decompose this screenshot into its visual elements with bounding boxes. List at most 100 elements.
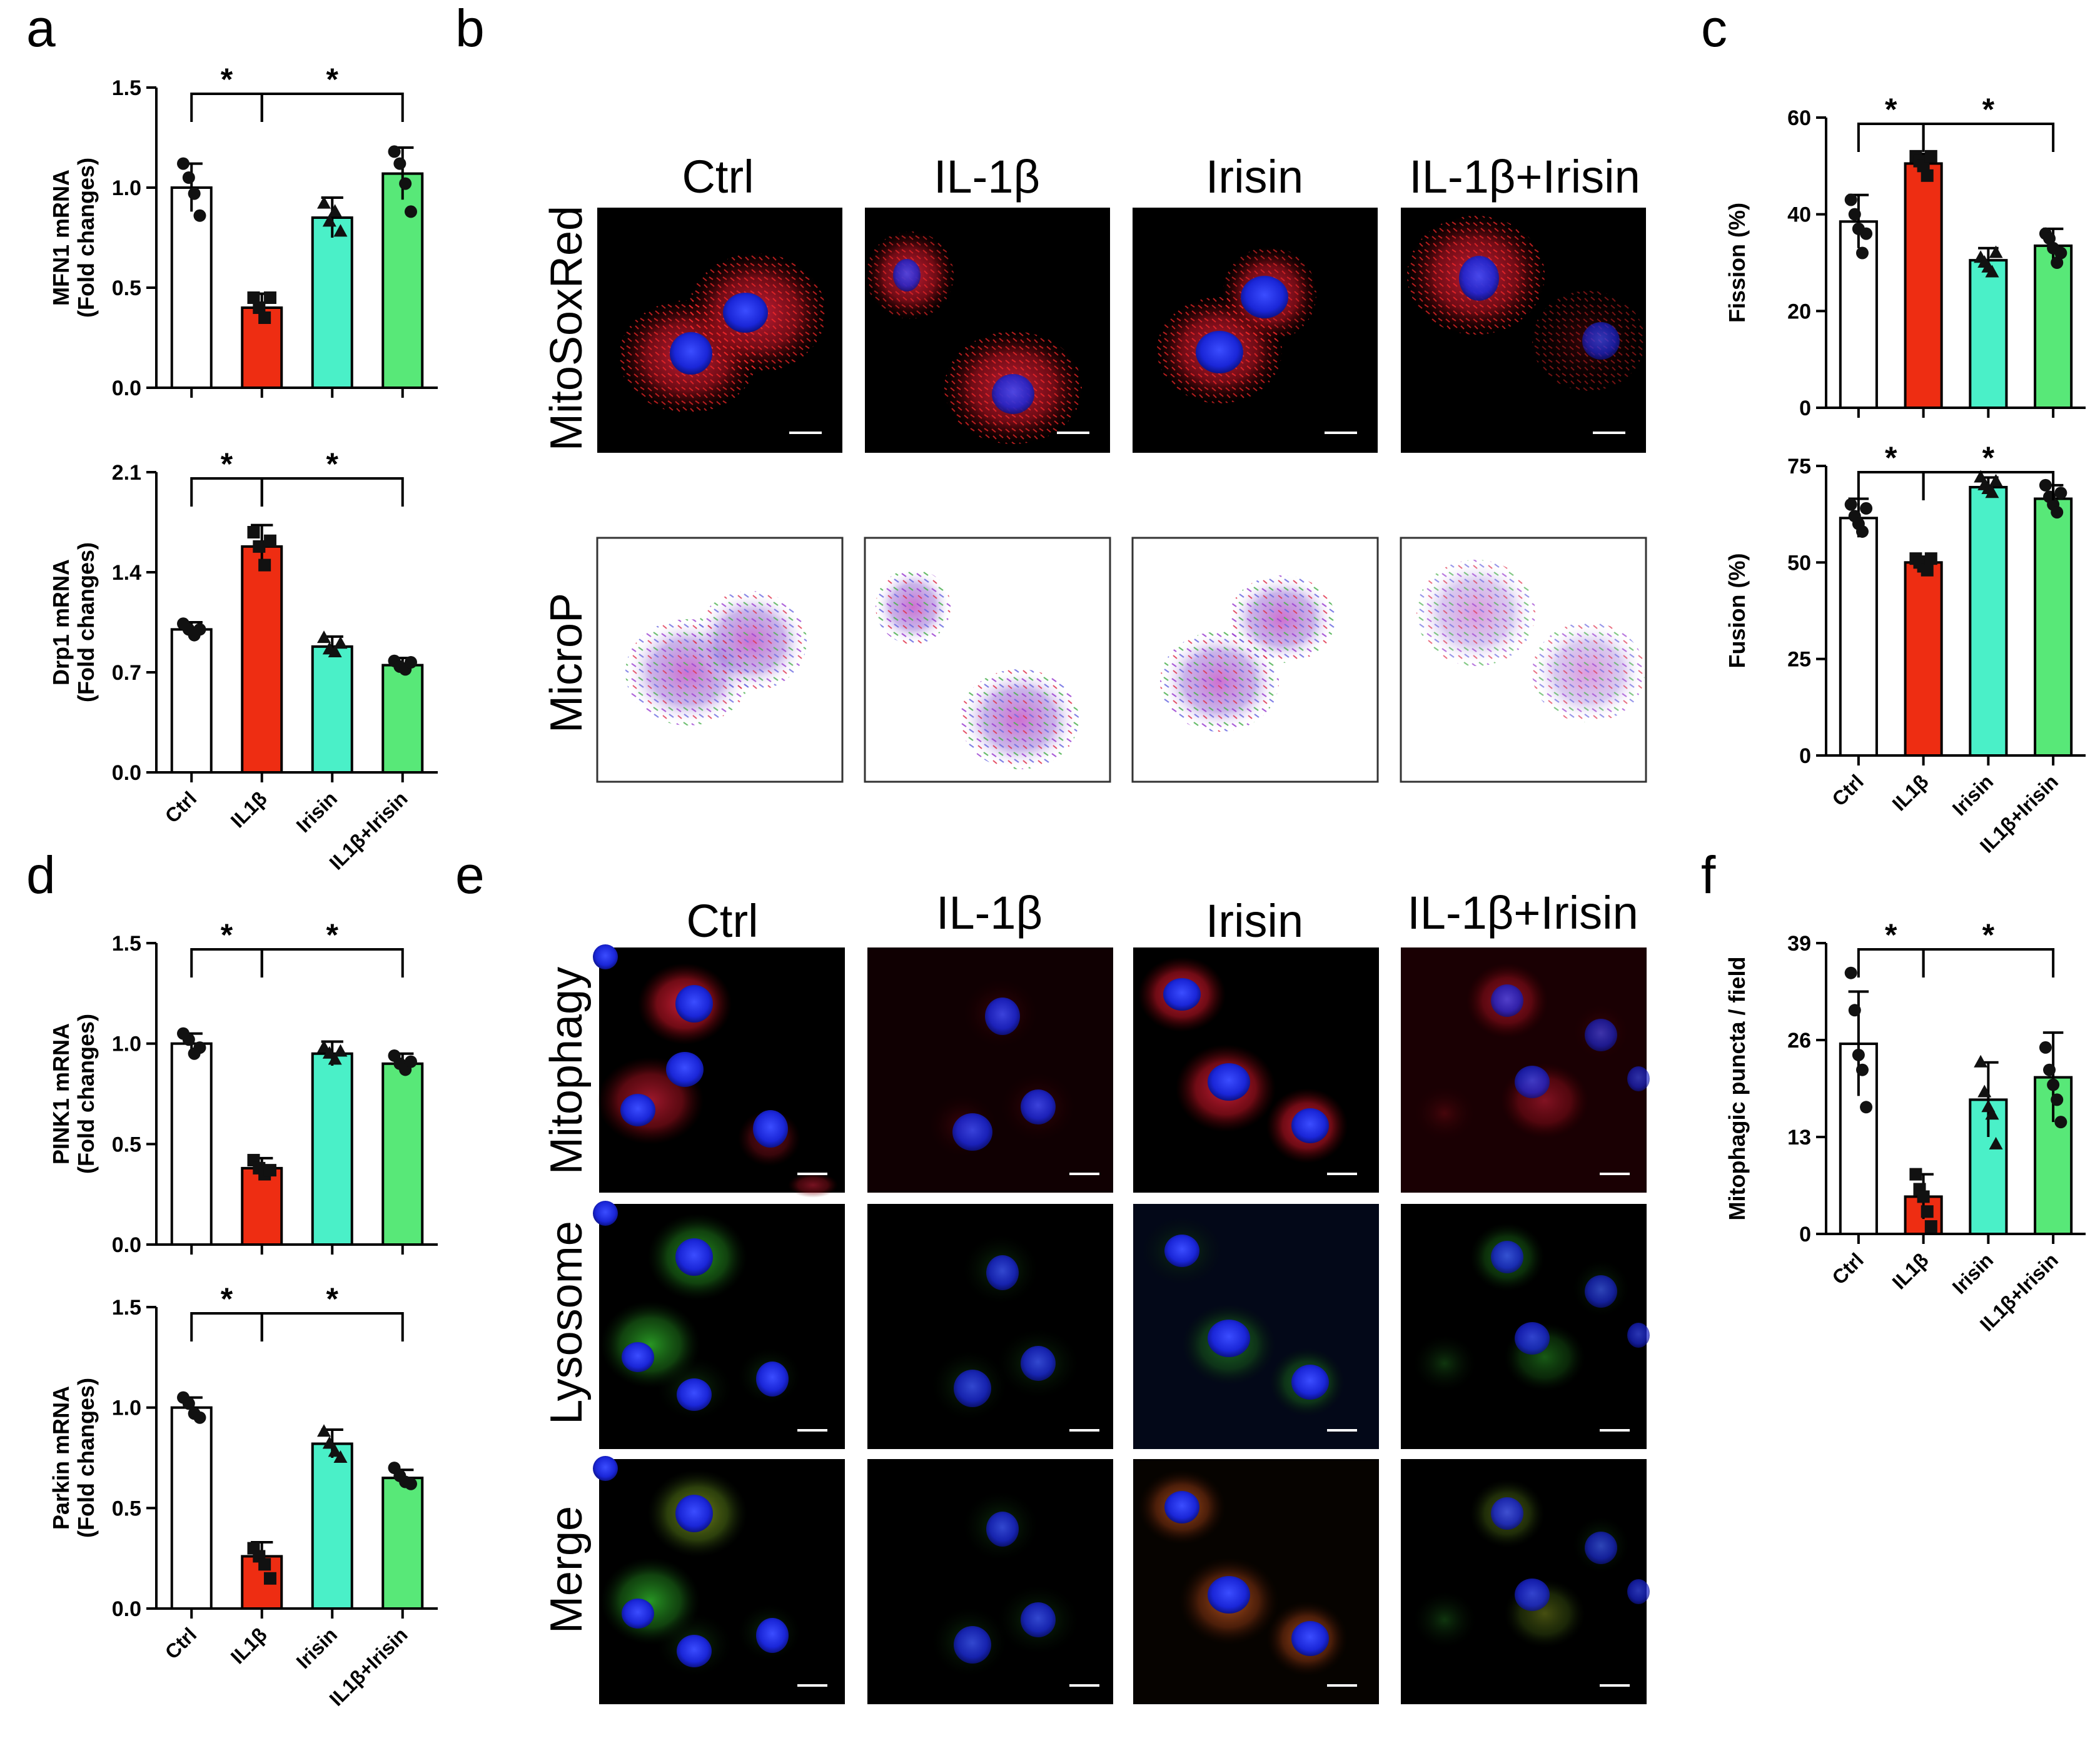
data-point xyxy=(177,157,190,170)
panel-e-row-merge: Merge xyxy=(542,1506,592,1634)
data-point xyxy=(317,1424,331,1437)
y-tick-label: 1.4 xyxy=(112,561,141,585)
data-point xyxy=(399,177,412,190)
significance-star: * xyxy=(1982,92,1995,127)
data-point xyxy=(1844,966,1857,979)
data-point xyxy=(193,209,206,222)
y-axis-label: (Fold changes) xyxy=(73,542,99,702)
significance-bracket xyxy=(1857,948,1925,978)
lysosome-combo-image xyxy=(1401,1204,1650,1449)
significance-bracket xyxy=(1857,123,1925,152)
data-point xyxy=(188,187,201,200)
x-tick-label: IL1β xyxy=(226,787,271,832)
y-tick-label: 40 xyxy=(1787,203,1811,227)
data-point xyxy=(328,645,342,657)
microp-irisin-image xyxy=(1131,537,1379,783)
panel-label-a: a xyxy=(26,0,56,58)
mitophagy-il1b-image xyxy=(867,947,1113,1193)
data-point xyxy=(247,291,260,304)
y-tick-label: 26 xyxy=(1787,1029,1811,1053)
significance-star: * xyxy=(221,62,233,97)
y-axis-label: Fusion (%) xyxy=(1724,553,1750,669)
significance-star: * xyxy=(1982,917,1995,952)
data-point xyxy=(1848,208,1861,221)
y-tick-label: 0.0 xyxy=(112,1597,141,1621)
y-tick-label: 39 xyxy=(1787,932,1811,956)
microp-il1b-image xyxy=(864,537,1111,783)
significance-star: * xyxy=(1885,92,1897,127)
data-point xyxy=(333,636,348,649)
lysosome-il1b-image xyxy=(867,1204,1113,1449)
mitosoxred-ctrl-image xyxy=(597,208,842,453)
bar-chart-a-0: 0.0 0.5 1.0 1.5 MFN1 mRNA (Fold changes) * * xyxy=(48,62,438,400)
x-tick-label: Ctrl xyxy=(1827,770,1867,810)
y-tick-label: 1.5 xyxy=(112,932,141,956)
y-tick-label: 0.7 xyxy=(112,661,141,685)
x-tick-label: Ctrl xyxy=(1827,1248,1867,1288)
data-point xyxy=(253,540,266,553)
x-tick-label: Ctrl xyxy=(161,1623,201,1663)
significance-bracket xyxy=(1922,948,2055,978)
data-point xyxy=(333,1044,348,1057)
data-point xyxy=(2039,1041,2052,1054)
panel-e-row-mitophagy: Mitophagy xyxy=(542,967,592,1175)
x-tick-label: Irisin xyxy=(1948,770,1998,820)
significance-star: * xyxy=(326,62,339,97)
bar-Irisin xyxy=(311,216,353,389)
mitosoxred-il1b-image xyxy=(865,208,1110,453)
panel-e-col-combo: IL-1β+Irisin xyxy=(1407,887,1638,939)
y-axis-label: Parkin mRNA xyxy=(48,1386,74,1530)
y-tick-label: 1.0 xyxy=(112,176,141,200)
data-point xyxy=(1860,502,1873,515)
bar-chart-c-2: 0 20 40 60 Fission (%) * * xyxy=(1724,92,2086,420)
data-point xyxy=(1917,159,1930,173)
mitophagy-irisin-image xyxy=(1133,947,1379,1193)
bar-Ctrl xyxy=(170,1406,213,1610)
data-point xyxy=(263,1164,276,1177)
data-point xyxy=(193,623,206,636)
panel-e-col-il1b: IL-1β xyxy=(936,887,1042,939)
y-tick-label: 75 xyxy=(1787,455,1811,478)
data-point xyxy=(1852,1048,1865,1061)
data-point xyxy=(2051,506,2064,519)
data-point xyxy=(322,214,336,227)
data-point xyxy=(1848,1004,1861,1017)
data-point xyxy=(258,558,271,572)
bar-chart-d-5: 0.0 0.5 1.0 1.5 Parkin mRNA (Fold changes) Ctr… xyxy=(48,1281,438,1710)
data-point xyxy=(333,1450,348,1463)
data-point xyxy=(1974,1054,1988,1068)
significance-star: * xyxy=(326,917,339,952)
significance-star: * xyxy=(326,447,339,482)
bar-IL1β+Irisin xyxy=(381,172,424,389)
merge-ctrl-image xyxy=(593,1456,845,1704)
significance-bracket xyxy=(1857,471,1925,500)
data-point xyxy=(322,1046,336,1059)
significance-star: * xyxy=(326,1281,339,1316)
data-point xyxy=(404,205,417,218)
data-point xyxy=(1855,246,1869,260)
panel-e-row-lysosome: Lysosome xyxy=(542,1221,592,1424)
data-point xyxy=(328,204,342,217)
merge-il1b-image xyxy=(867,1459,1113,1704)
significance-bracket xyxy=(260,1312,404,1341)
bar-Irisin xyxy=(311,645,353,774)
y-axis-label: Drp1 mRNA xyxy=(48,559,74,685)
bar-IL1β xyxy=(1904,162,1943,409)
data-point xyxy=(1844,498,1857,511)
data-point xyxy=(1860,227,1873,240)
y-tick-label: 20 xyxy=(1787,300,1811,323)
data-point xyxy=(263,291,276,304)
data-point xyxy=(1924,1220,1937,1233)
microp-combo-image xyxy=(1400,537,1647,783)
panel-label-d: d xyxy=(26,846,56,904)
significance-star: * xyxy=(221,1281,233,1316)
y-axis-label: MFN1 mRNA xyxy=(48,169,74,306)
data-point xyxy=(2043,232,2056,245)
bar-Ctrl xyxy=(170,186,213,389)
data-point xyxy=(317,1040,331,1053)
data-point xyxy=(2054,1116,2067,1129)
significance-star: * xyxy=(1885,440,1897,475)
bar-IL1β+Irisin xyxy=(381,664,424,774)
data-point xyxy=(258,311,271,324)
